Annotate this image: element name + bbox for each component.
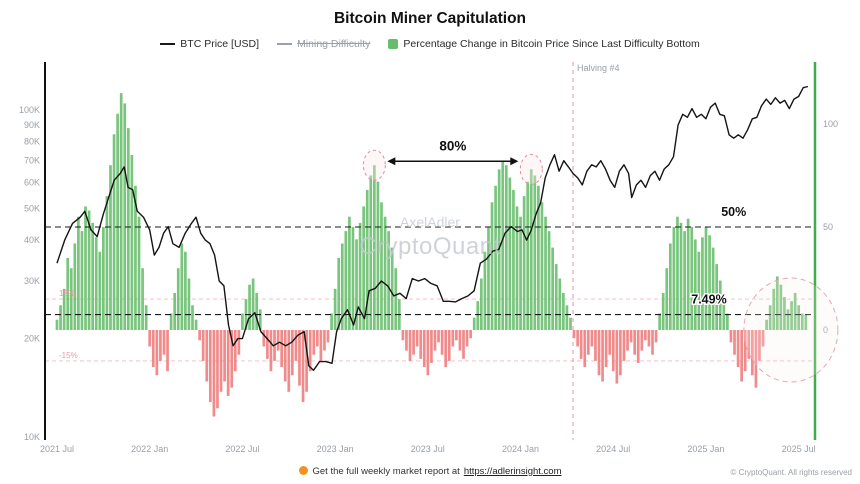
legend-label: BTC Price [USD] [180,38,260,50]
svg-text:100K: 100K [19,105,40,115]
threshold-label: 15% [59,289,75,298]
legend-item-mining-difficulty[interactable]: Mining Difficulty [277,38,370,50]
recent-highlight-circle [743,277,839,383]
btc-price-line [56,85,809,371]
svg-text:40K: 40K [24,235,40,245]
peak-highlight-circle [362,149,386,181]
footer-link[interactable]: https://adlerinsight.com [463,466,562,477]
footer-text: Get the full weekly market report at [312,466,460,477]
arrowhead-left-icon [387,157,396,166]
svg-text:50K: 50K [24,203,40,213]
svg-text:60K: 60K [24,178,40,188]
orange-dot-icon [298,466,308,475]
legend-item-pct-change[interactable]: Percentage Change in Bitcoin Price Since… [388,38,700,50]
svg-text:2024 Jul: 2024 Jul [596,444,630,454]
line-swatch-icon [160,43,176,45]
legend-label: Percentage Change in Bitcoin Price Since… [403,38,700,50]
peak-highlight-circle [519,153,543,185]
legend-label: Mining Difficulty [297,38,371,50]
svg-text:30K: 30K [24,276,40,286]
threshold-label: 7.49% [691,293,726,307]
svg-text:2025 Jan: 2025 Jan [687,444,724,454]
pct-bars [55,93,808,417]
svg-text:0: 0 [823,325,828,335]
svg-text:90K: 90K [24,120,40,130]
square-swatch-icon [388,39,399,49]
svg-text:10K: 10K [24,432,40,442]
axes: 10K 20K 30K 40K 50K 60K 70K 80K 90K 100K 0 50 100 202… [19,105,838,454]
arrowhead-right-icon [510,157,519,166]
svg-text:80K: 80K [24,137,40,147]
svg-text:2023 Jan: 2023 Jan [317,444,354,454]
svg-text:2025 Jul: 2025 Jul [782,444,816,454]
svg-text:70K: 70K [24,156,40,166]
threshold-label: 50% [721,205,746,219]
page-title: Bitcoin Miner Capitulation [333,10,527,27]
copyright: © CryptoQuant. All rights reserved [730,468,853,477]
threshold-label: -15% [59,351,78,360]
svg-text:2023 Jul: 2023 Jul [411,444,445,454]
svg-text:20K: 20K [24,334,40,344]
legend: BTC Price [USD] Mining Difficulty Percen… [0,38,860,50]
halving-label: Halving #4 [577,63,620,73]
svg-text:50: 50 [823,222,833,232]
svg-text:2022 Jul: 2022 Jul [225,444,259,454]
svg-text:2024 Jan: 2024 Jan [502,444,539,454]
svg-text:2021 Jul: 2021 Jul [40,444,74,454]
legend-item-btc-price[interactable]: BTC Price [USD] [160,38,259,50]
line-swatch-icon [277,43,293,45]
footer: Get the full weekly market report at http… [0,466,860,477]
annotation-80pct: 80% [439,138,466,153]
svg-text:100: 100 [823,119,838,129]
svg-text:2022 Jan: 2022 Jan [131,444,168,454]
